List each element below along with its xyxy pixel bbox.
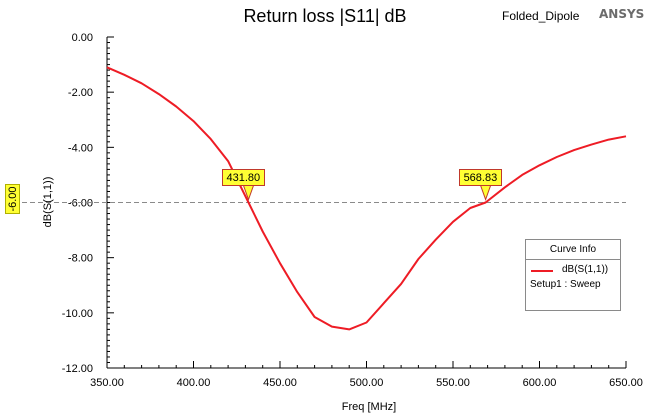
series-line <box>106 66 627 331</box>
chart-title: Return loss |S11| dB <box>243 6 407 26</box>
x-tick-label: 550.00 <box>436 377 470 389</box>
y-tick-label: -10.00 <box>62 308 93 320</box>
curve-info-legend[interactable]: Curve Info dB(S(1,1)) Setup1 : Sweep <box>525 239 621 311</box>
y-tick-label: -4.00 <box>68 142 93 154</box>
marker-pointer <box>479 185 492 201</box>
legend-header: Curve Info <box>526 240 620 260</box>
legend-series-name: dB(S(1,1)) <box>562 264 609 275</box>
legend-swatch <box>531 270 553 272</box>
project-name: Folded_Dipole <box>502 9 580 23</box>
marker-label: 431.80 <box>221 168 266 186</box>
marker-label: 568.83 <box>458 168 503 186</box>
x-tick-label: 400.00 <box>177 377 211 389</box>
x-tick-label: 450.00 <box>263 377 297 389</box>
marker-pointer <box>242 185 255 201</box>
y-tick-label: -8.00 <box>68 253 93 265</box>
x-tick-label: 350.00 <box>90 377 124 389</box>
y-tick-label: -12.00 <box>62 363 93 375</box>
reference-line-value: -6.00 <box>6 186 19 212</box>
y-tick-label: 0.00 <box>72 32 93 44</box>
brand-logo: ANSYS <box>599 7 645 21</box>
legend-setup: Setup1 : Sweep <box>530 279 601 290</box>
reference-line-badge: -6.00 <box>5 184 20 214</box>
y-tick-label: -6.00 <box>68 198 93 210</box>
x-tick-label: 600.00 <box>523 377 557 389</box>
y-axis-label: dB(S(1,1)) <box>42 176 54 228</box>
x-tick-label: 500.00 <box>350 377 384 389</box>
x-tick-label: 650.00 <box>609 377 643 389</box>
y-tick-label: -2.00 <box>68 87 93 99</box>
x-axis-label: Freq [MHz] <box>341 401 397 413</box>
